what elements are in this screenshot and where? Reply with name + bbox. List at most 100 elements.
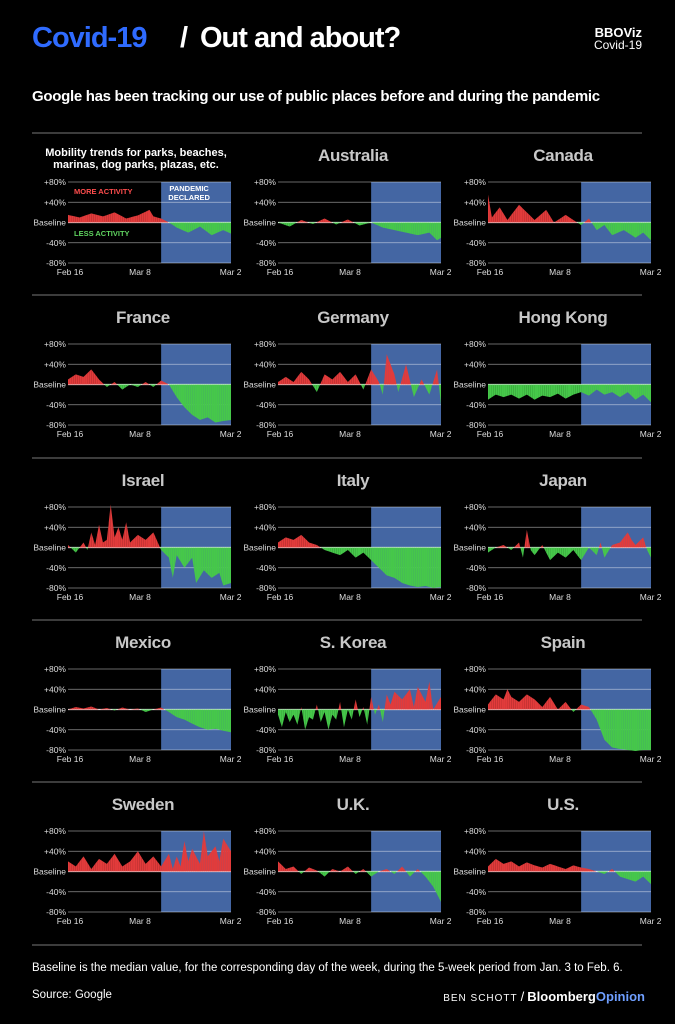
chart-panel-japan: +80% +40% Baseline -40% -80%Feb 16 Mar 8 Mar 2… xyxy=(453,502,661,602)
mobility-area-above xyxy=(278,541,280,548)
mobility-area-below xyxy=(619,709,622,750)
mobility-area-above xyxy=(71,215,74,223)
mobility-area-above xyxy=(491,860,494,872)
mobility-area-above xyxy=(128,532,131,548)
mobility-area-above xyxy=(102,383,105,385)
mobility-area-below xyxy=(375,547,377,566)
mobility-area-above xyxy=(143,211,146,223)
mobility-area-below xyxy=(612,384,615,394)
mobility-area-below xyxy=(188,222,191,233)
mobility-area-below xyxy=(647,709,650,750)
mobility-area-below xyxy=(581,222,584,226)
mobility-area-above xyxy=(513,546,516,548)
mobility-area-below xyxy=(555,384,558,395)
mobility-area-below xyxy=(619,222,622,232)
mobility-area-below xyxy=(359,222,362,226)
mobility-area-above xyxy=(161,707,164,710)
mobility-area-above xyxy=(641,537,644,548)
x-tick-label: Feb 16 xyxy=(267,267,294,277)
mobility-area-below xyxy=(336,547,339,555)
chart-panel-italy: +80% +40% Baseline -40% -80%Feb 16 Mar 8 Mar 2… xyxy=(243,502,451,602)
mobility-area-above xyxy=(295,376,298,385)
mobility-area-below xyxy=(425,547,428,587)
y-tick-label: -40% xyxy=(256,400,276,410)
mobility-area-above xyxy=(285,868,288,872)
mobility-area-below xyxy=(336,222,339,225)
y-tick-label: +40% xyxy=(44,684,66,694)
mobility-area-below xyxy=(590,547,593,552)
mobility-area-above xyxy=(139,213,142,223)
mobility-area-above xyxy=(559,705,562,710)
mobility-area-above xyxy=(221,838,224,872)
mobility-area-above xyxy=(411,698,414,710)
mobility-area-above xyxy=(73,706,76,710)
mobility-area-above xyxy=(534,699,537,710)
mobility-area-below xyxy=(408,547,410,586)
x-tick-label: Mar 29 xyxy=(640,429,661,439)
mobility-area-above xyxy=(557,218,560,223)
mobility-area-below xyxy=(382,222,385,228)
page-title: Out and about? xyxy=(200,22,401,54)
mobility-area-below xyxy=(488,547,490,553)
mobility-area-above xyxy=(122,707,125,710)
mobility-area-below xyxy=(409,547,412,586)
mobility-area-above xyxy=(365,379,368,385)
mobility-area-below xyxy=(289,709,292,723)
mobility-area-above xyxy=(155,536,158,548)
mobility-area-below xyxy=(493,547,496,549)
mobility-area-above xyxy=(417,868,420,872)
mobility-area-above xyxy=(585,220,587,223)
mobility-area-below xyxy=(217,547,220,575)
mobility-area-below xyxy=(522,384,525,397)
mobility-area-above xyxy=(384,868,387,872)
mobility-area-below xyxy=(419,222,422,235)
mobility-area-below xyxy=(145,709,148,713)
mobility-area-above xyxy=(406,364,409,385)
mobility-area-above xyxy=(519,865,521,872)
mobility-area-below xyxy=(209,709,212,730)
mobility-area-below xyxy=(423,222,426,234)
mobility-area-above xyxy=(106,214,109,223)
mobility-area-above xyxy=(149,209,152,223)
mobility-area-below xyxy=(209,384,212,420)
mobility-area-above xyxy=(303,373,306,385)
mobility-area-below xyxy=(176,709,179,718)
mobility-area-below xyxy=(182,547,185,568)
mobility-area-above xyxy=(100,708,103,710)
mobility-area-below xyxy=(343,709,346,728)
mobility-area-below xyxy=(390,547,393,578)
mobility-area-below xyxy=(347,709,350,715)
mobility-area-below xyxy=(409,871,412,877)
mobility-area-below xyxy=(215,222,218,234)
mobility-area-below xyxy=(392,222,395,231)
mobility-area-below xyxy=(168,384,171,388)
mobility-area-below xyxy=(334,709,337,720)
mobility-area-above xyxy=(87,706,90,710)
mobility-area-below xyxy=(293,709,296,720)
mobility-area-below xyxy=(612,222,615,236)
mobility-area-below xyxy=(637,871,640,881)
mobility-area-above xyxy=(565,868,568,872)
mobility-area-above xyxy=(493,694,496,710)
mobility-area-below xyxy=(176,222,179,229)
mobility-area-below xyxy=(371,871,374,877)
mobility-area-above xyxy=(639,539,642,548)
mobility-area-below xyxy=(631,871,634,881)
mobility-area-above xyxy=(95,214,98,223)
mobility-area-above xyxy=(334,869,337,872)
mobility-area-above xyxy=(166,383,169,385)
mobility-area-below xyxy=(616,871,619,875)
mobility-area-above xyxy=(542,544,544,548)
mobility-area-below xyxy=(633,384,636,400)
y-tick-label: -80% xyxy=(466,420,486,430)
y-tick-label: +40% xyxy=(464,846,486,856)
mobility-area-below xyxy=(198,384,200,420)
mobility-area-below xyxy=(203,547,206,573)
mobility-area-above xyxy=(199,847,202,872)
mobility-area-above xyxy=(285,376,288,385)
mobility-area-below xyxy=(524,384,527,396)
mobility-area-below xyxy=(227,547,230,585)
mobility-area-above xyxy=(507,217,510,223)
mobility-area-above xyxy=(517,700,520,710)
mobility-area-below xyxy=(649,547,651,558)
